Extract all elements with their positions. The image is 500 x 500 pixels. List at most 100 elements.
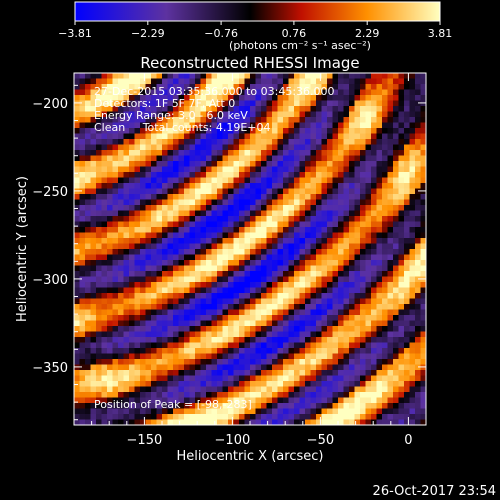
heatmap-cell	[123, 397, 130, 404]
heatmap-cell	[398, 370, 405, 376]
heatmap-cell	[74, 210, 80, 217]
heatmap-cell	[228, 331, 234, 338]
heatmap-cell	[85, 260, 91, 266]
heatmap-cell	[74, 117, 80, 123]
heatmap-cell	[288, 342, 295, 349]
heatmap-cell	[255, 111, 262, 118]
heatmap-cell	[134, 254, 141, 261]
heatmap-cell	[173, 419, 179, 426]
heatmap-cell	[338, 276, 344, 283]
heatmap-cell	[90, 408, 97, 415]
heatmap-cell	[376, 177, 383, 184]
heatmap-cell	[415, 386, 421, 393]
heatmap-cell	[371, 408, 377, 415]
heatmap-cell	[156, 210, 163, 217]
heatmap-cell	[266, 210, 273, 217]
heatmap-cell	[316, 128, 322, 134]
heatmap-cell	[96, 353, 102, 360]
heatmap-cell	[167, 216, 174, 222]
heatmap-cell	[112, 353, 119, 360]
heatmap-cell	[343, 73, 350, 79]
heatmap-cell	[354, 183, 361, 189]
heatmap-cell	[211, 353, 218, 360]
heatmap-cell	[222, 188, 229, 195]
heatmap-cell	[101, 386, 108, 393]
heatmap-cell	[167, 304, 174, 310]
heatmap-cell	[217, 304, 223, 310]
heatmap-cell	[184, 243, 190, 250]
heatmap-cell	[327, 172, 333, 178]
heatmap-cell	[250, 194, 256, 200]
heatmap-cell	[409, 293, 416, 299]
heatmap-cell	[299, 205, 306, 211]
heatmap-cell	[189, 216, 196, 222]
heatmap-cell	[283, 155, 289, 162]
heatmap-cell	[85, 188, 91, 195]
heatmap-cell	[112, 205, 119, 211]
heatmap-cell	[261, 414, 267, 420]
heatmap-cell	[222, 216, 229, 222]
heatmap-cell	[79, 210, 86, 217]
heatmap-cell	[228, 309, 234, 316]
heatmap-cell	[294, 359, 300, 365]
heatmap-cell	[277, 100, 284, 107]
heatmap-cell	[112, 177, 119, 184]
heatmap-cell	[217, 381, 223, 387]
heatmap-cell	[206, 172, 212, 178]
heatmap-cell	[332, 73, 339, 79]
heatmap-cell	[349, 166, 355, 173]
heatmap-cell	[387, 238, 394, 244]
heatmap-cell	[217, 315, 223, 321]
heatmap-cell	[310, 216, 317, 222]
heatmap-cell	[195, 210, 201, 217]
heatmap-cell	[288, 161, 295, 167]
heatmap-cell	[255, 265, 262, 272]
heatmap-cell	[398, 139, 405, 145]
heatmap-cell	[382, 408, 388, 415]
heatmap-cell	[283, 331, 289, 338]
heatmap-cell	[90, 166, 97, 173]
heatmap-cell	[409, 304, 416, 310]
heatmap-cell	[140, 282, 146, 288]
heatmap-cell	[189, 166, 196, 173]
heatmap-cell	[211, 161, 218, 167]
heatmap-cell	[321, 342, 328, 349]
heatmap-cell	[376, 205, 383, 211]
heatmap-cell	[272, 78, 278, 85]
heatmap-cell	[228, 265, 234, 272]
heatmap-cell	[228, 188, 234, 195]
heatmap-cell	[101, 166, 108, 173]
heatmap-cell	[90, 133, 97, 140]
heatmap-cell	[189, 375, 196, 382]
heatmap-cell	[129, 232, 135, 239]
heatmap-cell	[255, 392, 262, 398]
heatmap-cell	[206, 73, 212, 79]
heatmap-cell	[387, 78, 394, 85]
heatmap-cell	[233, 177, 240, 184]
x-tick-label: −150	[127, 433, 163, 448]
heatmap-cell	[162, 194, 168, 200]
heatmap-cell	[178, 89, 185, 96]
heatmap-cell	[382, 260, 388, 266]
heatmap-cell	[299, 139, 306, 145]
heatmap-cell	[250, 243, 256, 250]
heatmap-cell	[239, 276, 245, 283]
heatmap-cell	[228, 414, 234, 420]
heatmap-cell	[272, 298, 278, 305]
heatmap-cell	[123, 172, 130, 178]
heatmap-cell	[420, 282, 427, 288]
heatmap-cell	[173, 172, 179, 178]
heatmap-cell	[332, 188, 339, 195]
heatmap-cell	[123, 78, 130, 85]
heatmap-cell	[222, 172, 229, 178]
heatmap-cell	[217, 161, 223, 167]
heatmap-cell	[415, 342, 421, 349]
heatmap-cell	[173, 84, 179, 90]
heatmap-cell	[85, 243, 91, 250]
heatmap-cell	[420, 122, 427, 129]
heatmap-cell	[74, 128, 80, 134]
heatmap-cell	[233, 216, 240, 222]
heatmap-cell	[90, 161, 97, 167]
heatmap-cell	[233, 150, 240, 156]
heatmap-cell	[261, 73, 267, 79]
